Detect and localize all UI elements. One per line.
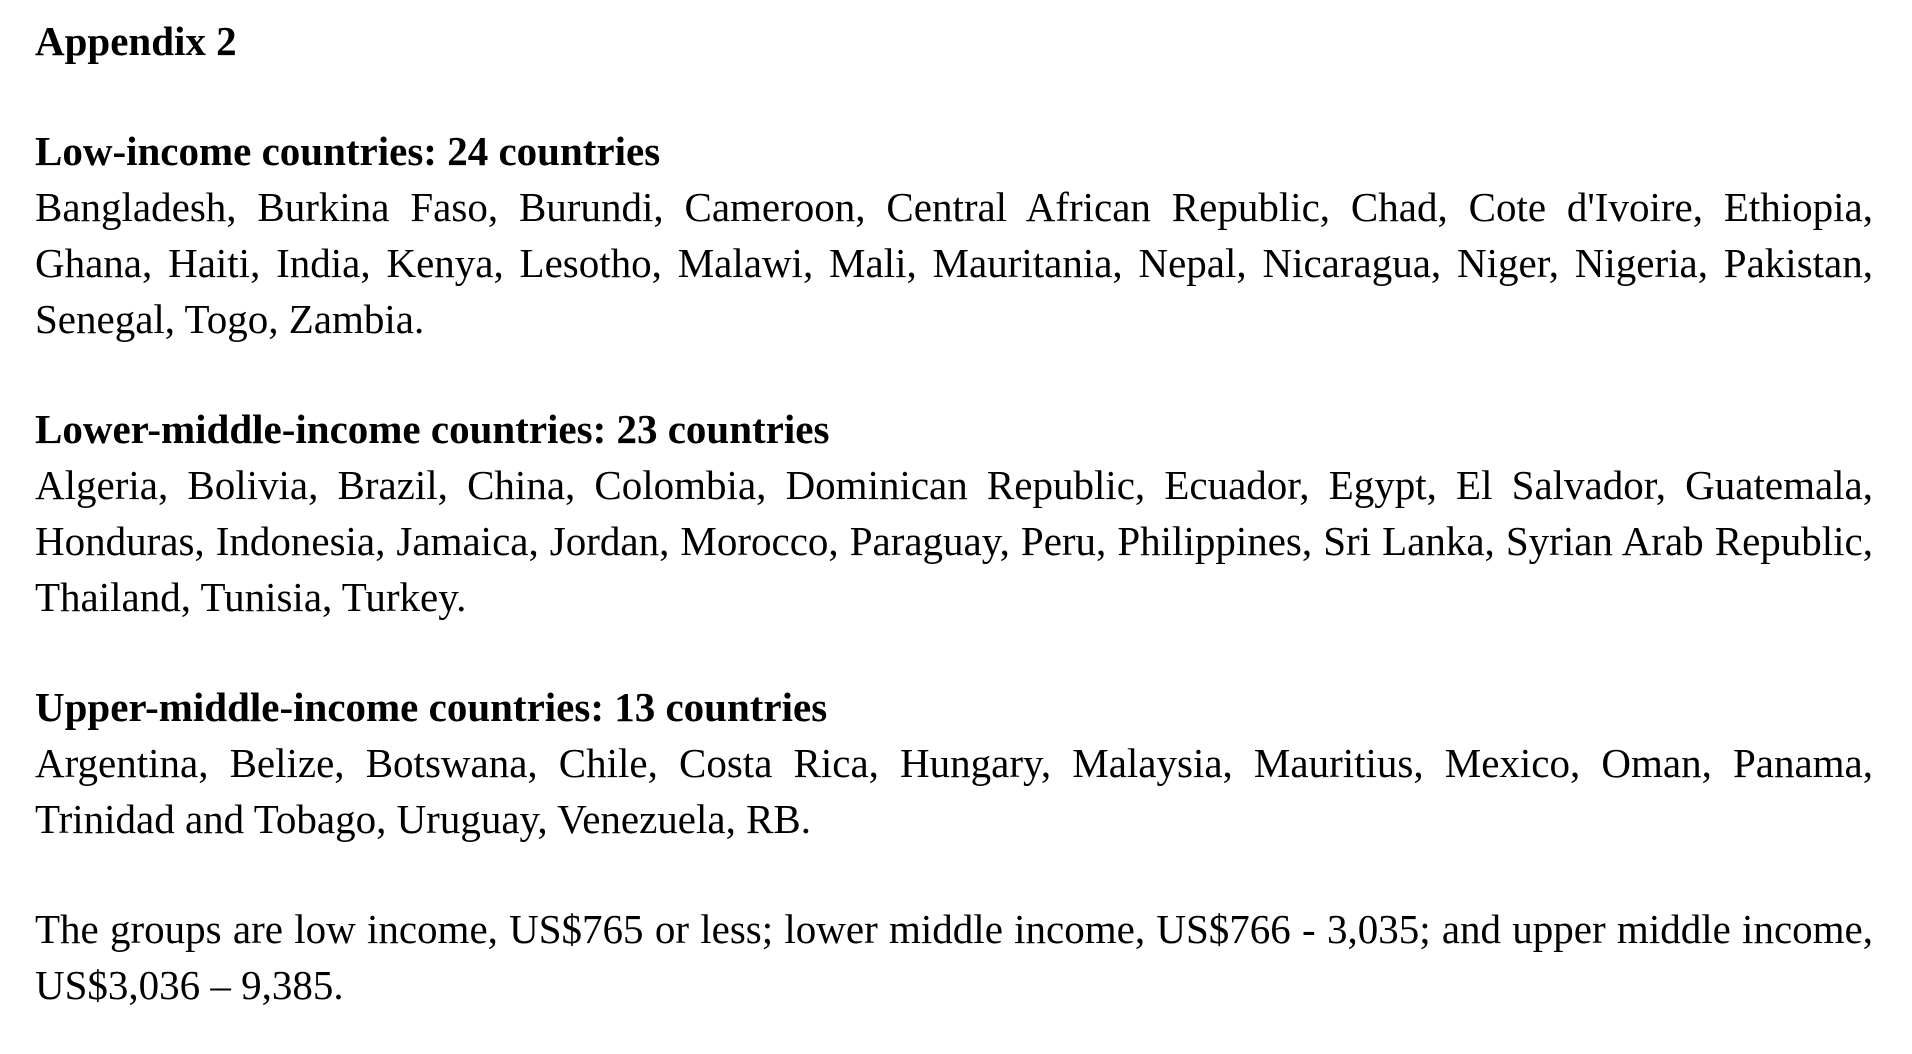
income-groups-note: The groups are low income, US$765 or les… <box>35 906 1873 1008</box>
section-heading: Upper-middle-income countries: 13 countr… <box>35 684 828 730</box>
country-list: Bangladesh, Burkina Faso, Burundi, Camer… <box>35 184 1873 342</box>
section-lower-middle-income: Lower-middle-income countries: 23 countr… <box>35 401 1873 625</box>
section-heading: Lower-middle-income countries: 23 countr… <box>35 406 830 452</box>
document-page: Appendix 2 Low-income countries: 24 coun… <box>35 14 1873 1054</box>
country-list: Algeria, Bolivia, Brazil, China, Colombi… <box>35 462 1873 620</box>
section-heading: Low-income countries: 24 countries <box>35 128 661 174</box>
appendix-title: Appendix 2 <box>35 18 237 64</box>
country-list: Argentina, Belize, Botswana, Chile, Cost… <box>35 740 1873 842</box>
section-low-income: Low-income countries: 24 countries Bangl… <box>35 123 1873 347</box>
section-upper-middle-income: Upper-middle-income countries: 13 countr… <box>35 679 1873 847</box>
